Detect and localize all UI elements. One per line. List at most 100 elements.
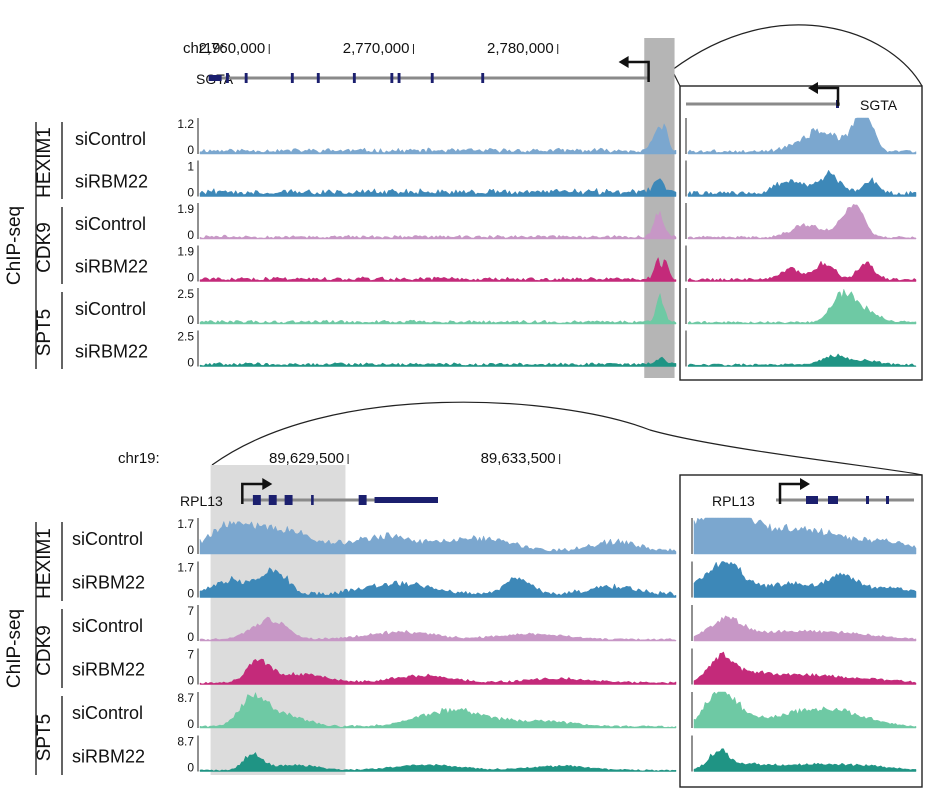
track-ymax: 1.7: [177, 561, 194, 575]
track-spt5-sirbm22: siRBM22 8.7 0: [72, 735, 917, 775]
signal-area: [199, 178, 677, 197]
track-name: siControl: [75, 299, 146, 319]
inset-gene-label: RPL13: [712, 493, 755, 509]
gene-exon: [316, 73, 320, 83]
group-label-cdk9: CDK9: [34, 625, 55, 676]
track-ymin: 0: [187, 674, 194, 688]
track-name: siControl: [72, 703, 143, 723]
signal-area: [199, 616, 677, 642]
track-ymax: 1.9: [177, 202, 194, 216]
tick-label-1: 89,629,500: [269, 450, 344, 467]
inset-signal-area: [687, 169, 917, 197]
bottom-inset-frame: [679, 474, 923, 788]
gene-exon: [430, 73, 434, 83]
track-name: siRBM22: [75, 172, 148, 192]
inset-gene-exon: [806, 496, 818, 504]
signal-area: [199, 751, 677, 772]
inset-signal-area: [693, 517, 917, 555]
signal-area: [199, 691, 677, 729]
track-ymin: 0: [187, 143, 194, 157]
track-hexim1-sicontrol: siControl 1.2 0: [75, 117, 917, 157]
signal-area: [199, 356, 677, 367]
track-ymin: 0: [187, 587, 194, 601]
inset-signal-area: [693, 691, 917, 729]
track-ymax: 7: [187, 604, 194, 618]
track-ymin: 0: [187, 186, 194, 200]
track-ymax: 8.7: [177, 735, 194, 749]
track-ymax: 1: [187, 160, 194, 174]
inset-tss-arrow: [814, 86, 840, 106]
signal-area: [199, 210, 677, 240]
inset-signal-area: [687, 288, 917, 325]
inset-tss-arrow: [778, 482, 804, 504]
chrom-label: chr19:: [118, 450, 160, 467]
track-ymax: 2.5: [177, 330, 194, 344]
track-ymax: 8.7: [177, 691, 194, 705]
track-ymax: 1.7: [177, 517, 194, 531]
signal-area: [199, 256, 677, 282]
inset-signal-area: [687, 203, 917, 240]
tick-label-2: 2,770,000: [343, 40, 410, 57]
inset-tss-arrow-head: [808, 82, 818, 94]
inset-gene-exon: [886, 496, 889, 504]
track-name: siControl: [72, 529, 143, 549]
track-hexim1-sirbm22: siRBM22 1 0: [75, 160, 917, 200]
track-hexim1-sirbm22: siRBM22 1.7 0: [72, 561, 917, 601]
inset-signal-area: [687, 353, 917, 367]
group-label-spt5: SPT5: [34, 714, 55, 762]
inset-signal-area: [687, 260, 917, 282]
gene-exon: [358, 495, 367, 505]
tick-label-3: 2,780,000: [487, 40, 554, 57]
gene-exon: [244, 73, 248, 83]
gene-exon: [284, 495, 293, 505]
gene-exon: [397, 73, 401, 83]
track-name: siRBM22: [75, 257, 148, 277]
track-cdk9-sicontrol: siControl 1.9 0: [75, 202, 917, 242]
inset-gene-model: RPL13: [712, 478, 914, 509]
highlight-region: [210, 465, 346, 775]
track-name: siRBM22: [72, 660, 145, 680]
track-ymax: 7: [187, 648, 194, 662]
track-name: siControl: [72, 616, 143, 636]
tss-arrow: [622, 60, 650, 82]
gene-exon: [225, 73, 229, 83]
gene-exon: [374, 497, 438, 503]
signal-area: [199, 658, 677, 685]
track-ymax: 1.9: [177, 245, 194, 259]
gene-exon: [208, 75, 222, 81]
track-ymax: 2.5: [177, 287, 194, 301]
track-ymin: 0: [187, 717, 194, 731]
highlight-region: [644, 38, 675, 378]
track-spt5-sicontrol: siControl 2.5 0: [75, 287, 917, 327]
bottom-connector: [211, 401, 923, 788]
assay-label: ChIP-seq: [4, 609, 25, 688]
inset-gene-label: SGTA: [860, 97, 898, 113]
track-ymin: 0: [187, 313, 194, 327]
panel-2: chr19: 89,629,500 89,633,500 RPL13 RPL13 ChIP…: [4, 450, 917, 775]
inset-gene-model: SGTA: [686, 82, 898, 113]
track-cdk9-sirbm22: siRBM22 1.9 0: [75, 245, 917, 285]
assay-label: ChIP-seq: [4, 206, 25, 285]
group-label-hexim1: HEXIM1: [34, 528, 55, 599]
track-ymin: 0: [187, 761, 194, 775]
gene-exon: [390, 73, 394, 83]
inset-signal-area: [693, 748, 917, 772]
signal-area: [199, 520, 677, 555]
track-cdk9-sicontrol: siControl 7 0: [72, 604, 917, 644]
panel-1: chr19:2,760,0002,770,0002,780,000SGTASGT…: [4, 38, 917, 378]
track-ymin: 0: [187, 543, 194, 557]
inset-gene-exon: [866, 496, 869, 504]
inset-signal-area: [693, 615, 917, 642]
chrom-label: chr19:: [183, 40, 225, 57]
track-name: siRBM22: [72, 573, 145, 593]
signal-area: [199, 567, 677, 598]
signal-area: [199, 123, 677, 155]
gene-exon: [352, 73, 356, 83]
gene-exon: [268, 495, 277, 505]
tss-arrow-head: [618, 56, 629, 68]
tss-arrow-head: [262, 478, 273, 490]
track-ymax: 1.2: [177, 117, 194, 131]
group-label-cdk9: CDK9: [34, 222, 55, 273]
inset-signal-area: [693, 651, 917, 685]
